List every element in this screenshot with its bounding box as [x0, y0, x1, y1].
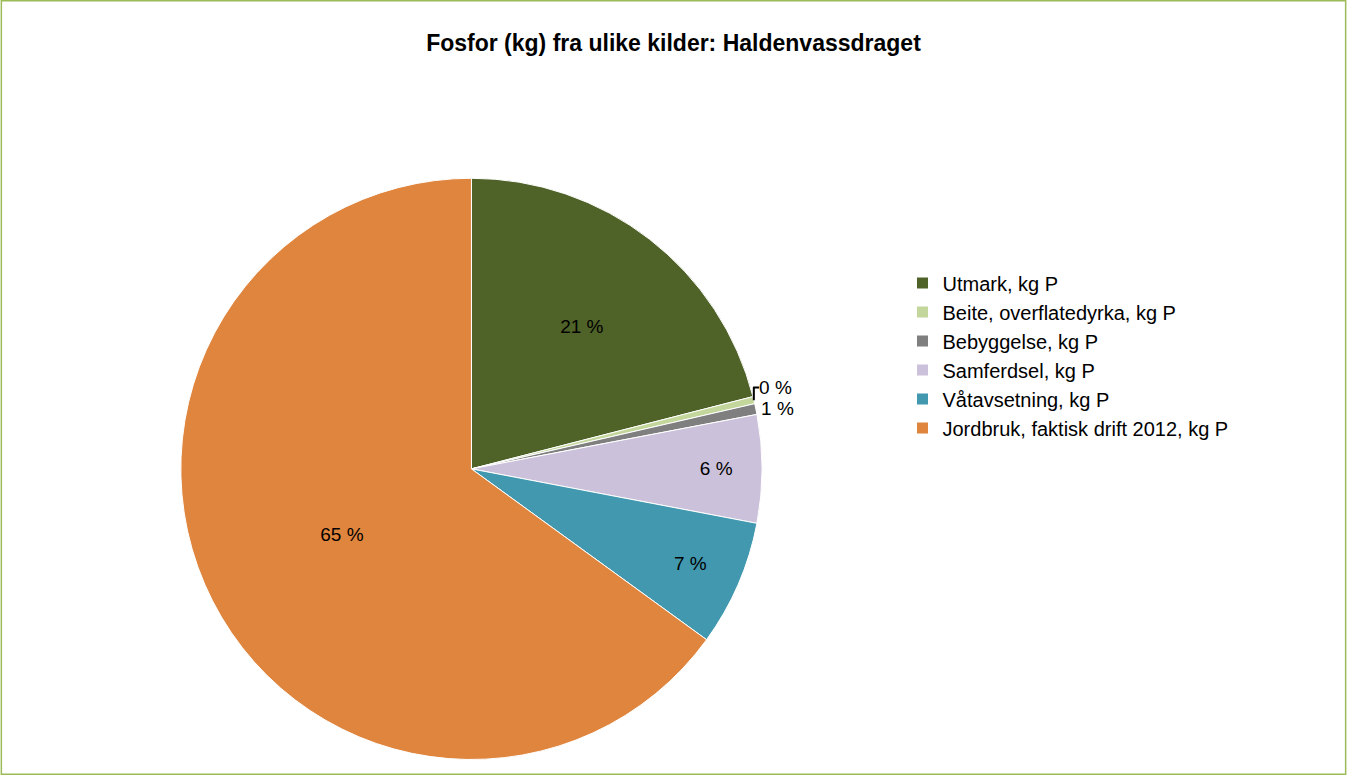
svg-text:21 %: 21 % — [560, 316, 603, 337]
svg-text:1 %: 1 % — [761, 398, 794, 419]
svg-text:65 %: 65 % — [320, 524, 363, 545]
svg-text:Bebyggelse, kg P: Bebyggelse, kg P — [942, 331, 1098, 353]
svg-text:0 %: 0 % — [759, 377, 792, 398]
svg-text:Fosfor (kg) fra ulike kilder:: Fosfor (kg) fra ulike kilder: Haldenvass… — [426, 30, 921, 56]
svg-text:Jordbruk, faktisk drift 2012,: Jordbruk, faktisk drift 2012, kg P — [942, 418, 1228, 440]
svg-text:Våtavsetning, kg P: Våtavsetning, kg P — [942, 389, 1109, 411]
svg-text:7 %: 7 % — [674, 553, 707, 574]
svg-text:Utmark, kg P: Utmark, kg P — [942, 273, 1058, 295]
svg-text:Samferdsel, kg P: Samferdsel, kg P — [942, 360, 1094, 382]
svg-text:Beite, overflatedyrka, kg P: Beite, overflatedyrka, kg P — [942, 302, 1175, 324]
svg-text:6 %: 6 % — [700, 458, 733, 479]
